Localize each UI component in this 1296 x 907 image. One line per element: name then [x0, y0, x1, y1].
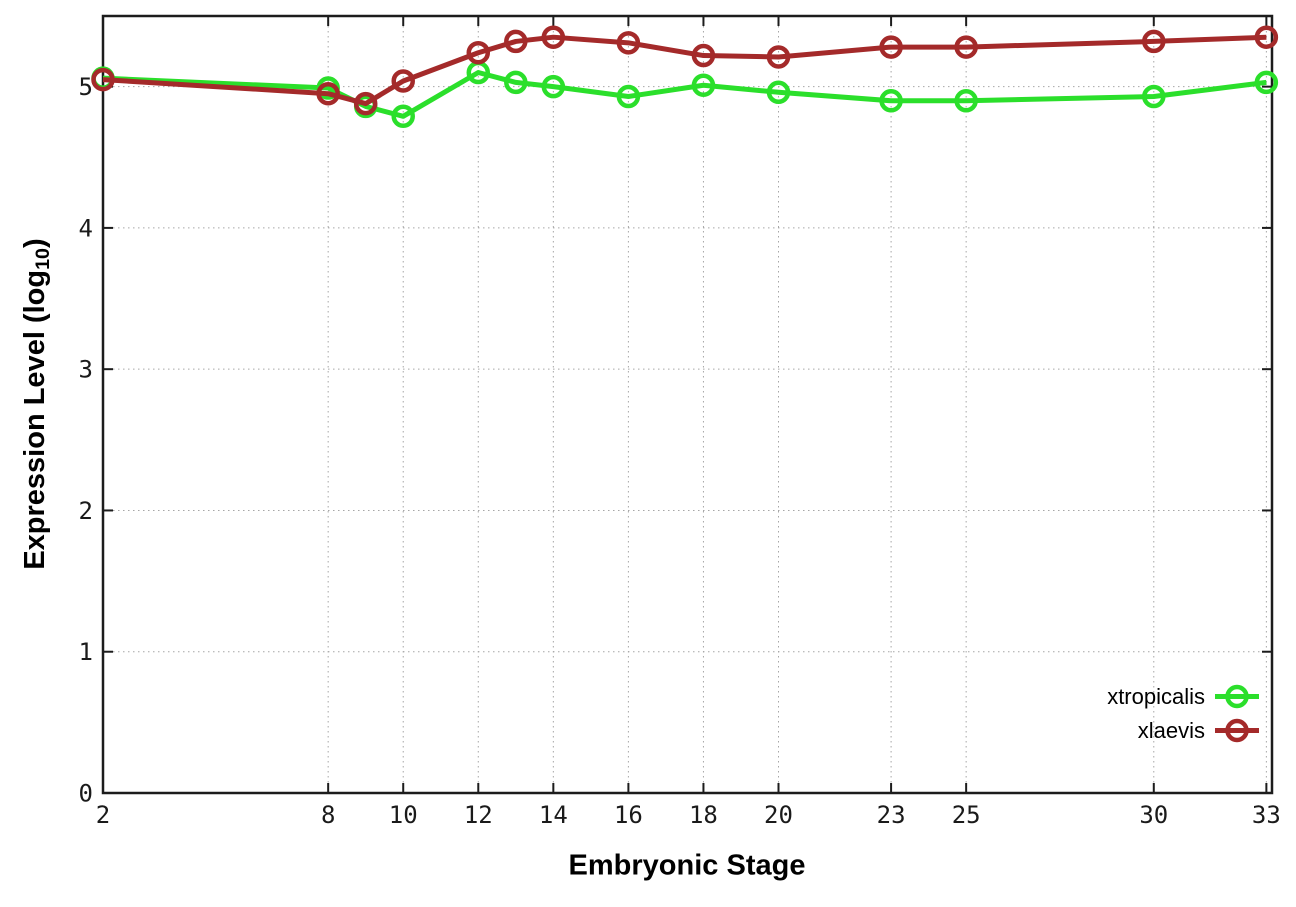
x-tick-label: 18	[689, 801, 718, 829]
line-circle-marker-icon	[1215, 718, 1259, 743]
legend-item-xlaevis: xlaevis	[1138, 715, 1260, 746]
x-axis-title: Embryonic Stage	[568, 849, 806, 882]
data-point-marker	[1142, 84, 1166, 109]
legend-label: xtropicalis	[1107, 683, 1205, 709]
data-point-marker	[766, 80, 791, 105]
y-tick-label: 5	[79, 73, 93, 101]
data-point-marker	[879, 35, 903, 59]
series-line	[102, 34, 1267, 107]
series-xtropicalis	[91, 60, 1279, 129]
data-point-marker	[954, 89, 978, 113]
data-point-marker	[616, 84, 641, 109]
x-tick-label: 30	[1139, 801, 1168, 829]
x-tick-label: 33	[1252, 801, 1281, 829]
x-tick-label: 25	[952, 801, 981, 829]
series-line	[102, 70, 1267, 119]
data-point-marker	[391, 104, 415, 129]
x-tick-label: 16	[614, 801, 643, 829]
data-point-marker	[954, 35, 978, 59]
y-tick-label: 4	[79, 214, 93, 242]
data-point-marker	[879, 89, 903, 113]
data-point-marker	[1142, 29, 1166, 54]
x-tick-label: 20	[764, 801, 793, 829]
data-point-marker	[766, 45, 791, 69]
data-point-marker	[691, 73, 716, 97]
data-point-marker	[691, 43, 716, 68]
data-point-marker	[316, 81, 340, 106]
data-point-marker	[391, 69, 415, 93]
x-tick-label: 23	[877, 801, 906, 829]
y-tick-label: 0	[79, 780, 93, 808]
data-point-marker	[504, 29, 528, 54]
data-point-marker	[504, 70, 528, 95]
y-tick-label: 1	[79, 638, 93, 666]
data-point-marker	[541, 25, 566, 49]
y-axis-title-text: Expression Level (log	[19, 269, 52, 570]
y-tick-label: 2	[79, 497, 93, 525]
plot-border	[101, 14, 1274, 795]
gridlines	[103, 16, 1272, 793]
legend-item-xtropicalis: xtropicalis	[1107, 681, 1260, 712]
y-axis-title-close: )	[19, 238, 52, 248]
data-point-marker	[91, 67, 115, 92]
data-point-marker	[541, 74, 566, 99]
y-axis-title-subscript: 10	[31, 247, 54, 270]
data-point-marker	[1254, 25, 1279, 49]
x-tick-label: 10	[389, 801, 418, 829]
data-point-marker	[353, 91, 378, 116]
x-tick-label: 2	[96, 801, 110, 829]
tick-marks	[102, 16, 1272, 794]
x-tick-label: 8	[321, 801, 335, 829]
legend: xtropicalis xlaevis	[1107, 681, 1260, 746]
y-tick-label: 3	[79, 356, 93, 384]
data-point-marker	[466, 40, 491, 65]
x-tick-label: 14	[539, 801, 568, 829]
y-axis-title: Expression Level (log10)	[19, 238, 55, 569]
series-xlaevis	[91, 25, 1279, 116]
legend-label: xlaevis	[1137, 717, 1205, 743]
line-circle-marker-icon	[1215, 684, 1259, 709]
data-point-marker	[1254, 70, 1279, 95]
x-tick-label: 12	[464, 801, 493, 829]
data-point-marker	[616, 31, 641, 55]
